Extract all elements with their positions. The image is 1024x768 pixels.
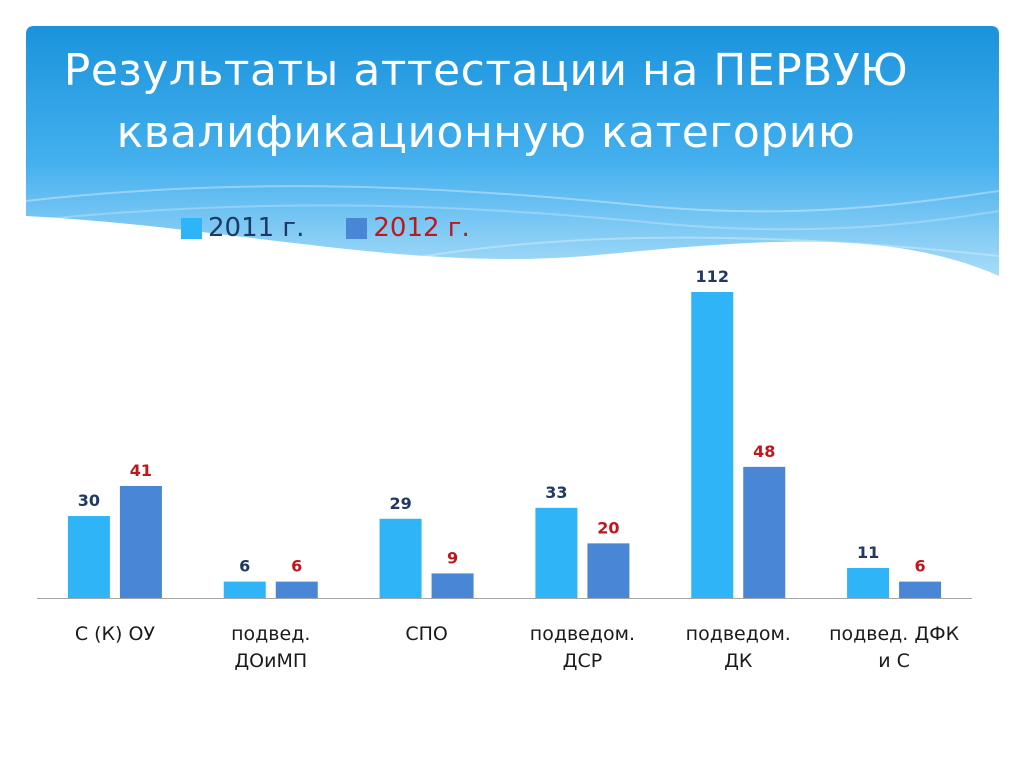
- legend-item-2012: 2012 г.: [346, 213, 470, 243]
- category-label-3-line-0: подведом.: [530, 623, 635, 645]
- category-label-5-line-1: и С: [878, 650, 910, 672]
- data-label-2011-4: 112: [696, 267, 729, 286]
- bar-2012-1: [275, 581, 318, 598]
- bar-2011-3: [535, 507, 578, 598]
- bar-2011-2: [379, 518, 422, 598]
- bar-2011-5: [847, 567, 890, 598]
- bar-2012-3: [587, 543, 630, 598]
- category-label-1-line-0: подвед.: [231, 623, 310, 645]
- legend-label-2011: 2011 г.: [208, 213, 305, 243]
- category-label-5-line-0: подвед. ДФК: [829, 623, 959, 645]
- category-label-3-line-1: ДСР: [563, 650, 603, 672]
- legend-item-2011: 2011 г.: [181, 213, 304, 243]
- legend-swatch-2011: [181, 217, 202, 239]
- bar-2011-0: [67, 516, 110, 598]
- bar-2012-2: [431, 573, 474, 598]
- legend-swatch-2012: [346, 217, 368, 239]
- category-label-0-line-0: С (К) ОУ: [75, 623, 156, 645]
- data-label-2011-0: 30: [78, 491, 100, 510]
- bar-2012-4: [743, 466, 786, 598]
- data-label-2011-3: 33: [545, 483, 567, 502]
- bar-2011-1: [223, 581, 266, 598]
- data-label-2012-0: 41: [130, 461, 152, 480]
- bar-2012-5: [899, 581, 942, 598]
- data-label-2012-1: 6: [291, 557, 302, 576]
- data-label-2012-5: 6: [915, 557, 926, 576]
- legend-label-2012: 2012 г.: [373, 213, 470, 243]
- bar-2012-0: [119, 485, 162, 598]
- title-line-2: квалификационную категорию: [116, 107, 856, 158]
- data-label-2011-1: 6: [239, 557, 250, 576]
- category-label-2-line-0: СПО: [405, 623, 448, 645]
- chart-legend: 2011 г. 2012 г.: [181, 210, 512, 246]
- category-label-1-line-1: ДОиМП: [234, 650, 307, 672]
- bar-2011-4: [691, 292, 734, 598]
- category-label-4-line-0: подведом.: [686, 623, 791, 645]
- data-label-2012-4: 48: [753, 442, 775, 461]
- data-label-2012-3: 20: [597, 518, 619, 537]
- title-banner-wave: [26, 26, 999, 276]
- data-label-2012-2: 9: [447, 548, 458, 567]
- category-label-4-line-1: ДК: [724, 650, 753, 672]
- title-banner: [26, 26, 999, 276]
- data-label-2011-2: 29: [389, 494, 411, 513]
- data-label-2011-5: 11: [857, 543, 879, 562]
- title-line-1: Результаты аттестации на ПЕРВУЮ: [63, 45, 909, 96]
- slide-title: Результаты аттестации на ПЕРВУЮ квалифик…: [36, 40, 936, 164]
